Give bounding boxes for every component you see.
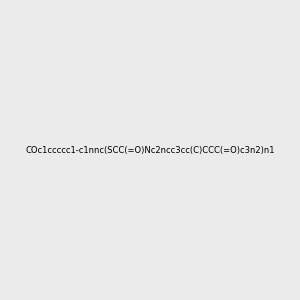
Text: COc1ccccc1-c1nnc(SCC(=O)Nc2ncc3cc(C)CCC(=O)c3n2)n1: COc1ccccc1-c1nnc(SCC(=O)Nc2ncc3cc(C)CCC(… [25, 146, 275, 154]
